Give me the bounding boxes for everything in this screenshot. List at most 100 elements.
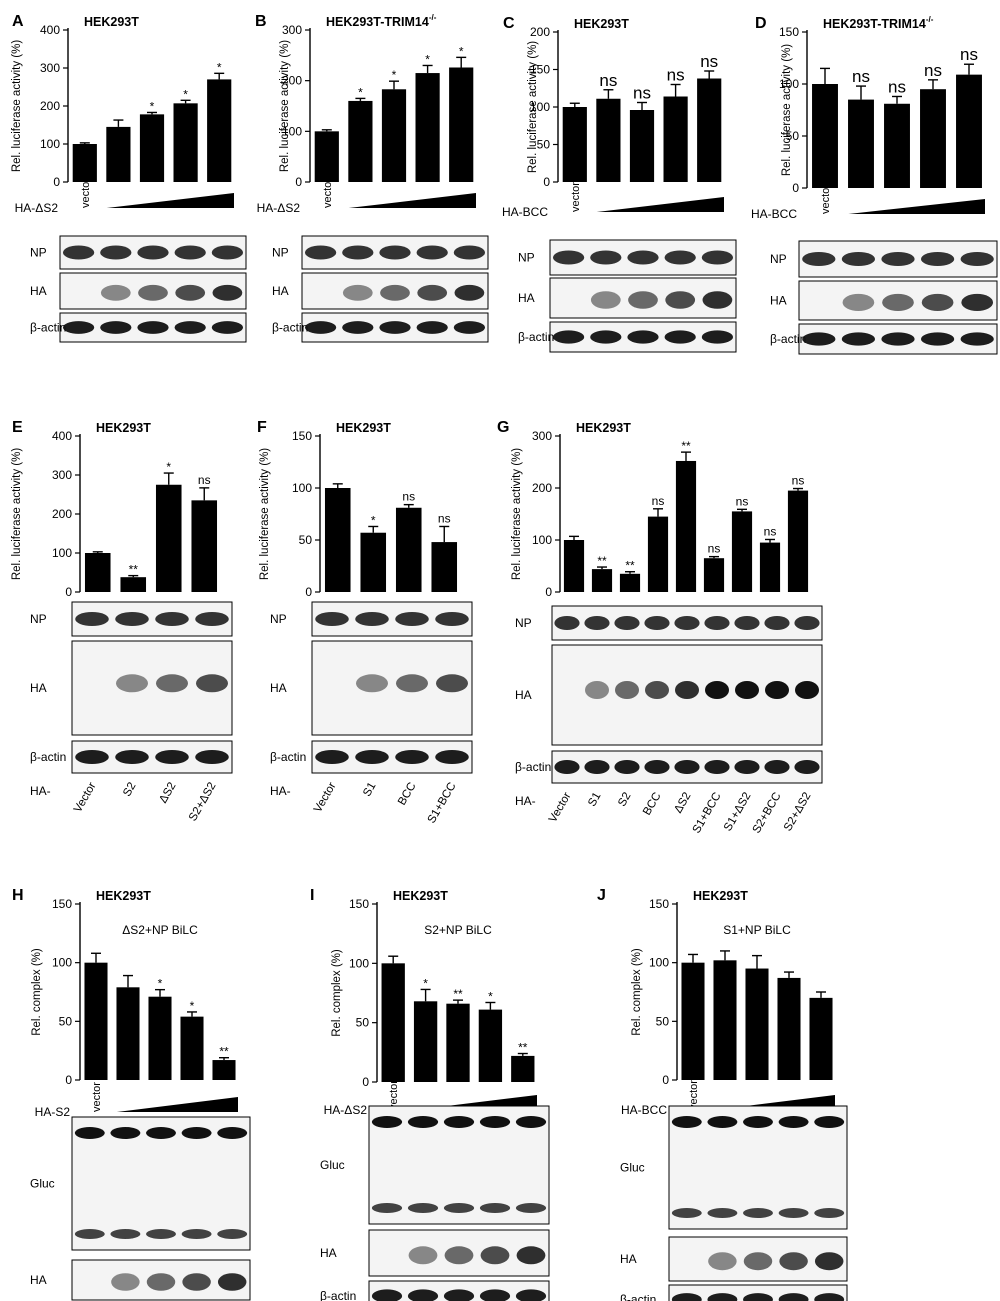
band bbox=[342, 245, 374, 260]
band bbox=[764, 760, 790, 774]
significance-label: ns bbox=[852, 67, 870, 86]
dose-gradient-wedge bbox=[348, 193, 476, 208]
panel-letter: A bbox=[12, 13, 24, 30]
blot-label: HA bbox=[515, 688, 532, 702]
band bbox=[211, 245, 244, 260]
significance-label: ** bbox=[518, 1041, 528, 1055]
band bbox=[702, 291, 733, 309]
panel-letter: G bbox=[497, 419, 509, 436]
y-tick-label: 150 bbox=[779, 25, 799, 39]
y-tick-label: 100 bbox=[282, 124, 302, 138]
vector-label: vector bbox=[91, 1082, 103, 1112]
y-axis-label: Rel. luciferase activity (%) bbox=[11, 40, 23, 172]
band bbox=[627, 250, 659, 265]
lane-label: S2+BCC bbox=[751, 791, 784, 836]
band bbox=[920, 332, 955, 346]
band bbox=[155, 612, 189, 626]
bilc-label: ΔS2+NP BiLC bbox=[122, 923, 198, 937]
bilc-label: S1+NP BiLC bbox=[723, 923, 791, 937]
panel-e: E HEK293T 0 100 200 300 400 Rel. luciferase act… bbox=[11, 419, 233, 823]
band bbox=[196, 674, 228, 693]
significance-label: * bbox=[150, 99, 155, 113]
blot-Gluc: GlucNPS2 bbox=[320, 1105, 550, 1225]
y-tick-label: 0 bbox=[792, 181, 799, 195]
band bbox=[802, 332, 836, 346]
panel-letter: C bbox=[503, 15, 515, 32]
blot-HA: HA bbox=[620, 1236, 848, 1282]
blot-β-actin: β-actin bbox=[620, 1284, 848, 1301]
dose-gradient-wedge bbox=[596, 197, 724, 212]
vector-label: vector bbox=[570, 182, 582, 212]
bar-S1+BCC bbox=[703, 558, 725, 592]
blot-label: β-actin bbox=[620, 1293, 656, 1301]
treatment-label: HA-ΔS2 bbox=[324, 1103, 368, 1117]
blot-label: β-actin bbox=[518, 330, 554, 344]
band bbox=[407, 1116, 439, 1128]
band bbox=[704, 616, 730, 630]
y-tick-label: 100 bbox=[530, 100, 550, 114]
band bbox=[379, 321, 411, 334]
vector-label: vector bbox=[688, 1080, 700, 1110]
band bbox=[443, 1289, 475, 1301]
band bbox=[395, 750, 429, 764]
band bbox=[396, 674, 428, 693]
bar-S2+ΔS2 bbox=[787, 490, 809, 592]
lane-label: ΔS2 bbox=[672, 791, 693, 816]
band bbox=[701, 330, 734, 344]
significance-label: * bbox=[166, 460, 171, 474]
blot-label: HA bbox=[270, 681, 287, 695]
blot-label: HA bbox=[30, 284, 47, 298]
band bbox=[479, 1116, 511, 1128]
blot-label: HA bbox=[518, 291, 535, 305]
bar-BCC bbox=[647, 516, 669, 592]
bar-4 bbox=[173, 103, 198, 182]
blot-label: HA bbox=[30, 1273, 47, 1287]
bar-1 bbox=[381, 963, 405, 1082]
blot-label: β-actin bbox=[320, 1289, 356, 1301]
blot-label: β-actin bbox=[770, 332, 806, 346]
blot-label: Gluc bbox=[30, 1177, 55, 1191]
band bbox=[778, 1208, 809, 1218]
band bbox=[644, 616, 670, 630]
band bbox=[436, 674, 468, 693]
lane-label: S2+ΔS2 bbox=[782, 791, 814, 834]
band bbox=[554, 616, 580, 630]
bar-S2+ΔS2 bbox=[191, 500, 218, 592]
bar-Vector bbox=[324, 488, 351, 592]
cell-line-title: HEK293T bbox=[576, 421, 631, 435]
blot-β-actin: β-actin bbox=[515, 750, 823, 784]
blot-label: HA bbox=[272, 284, 289, 298]
blot-label: HA bbox=[770, 294, 787, 308]
y-tick-label: 300 bbox=[40, 61, 60, 75]
lane-label: S1+BCC bbox=[426, 781, 459, 826]
blot-NP: NP bbox=[515, 605, 823, 641]
bar-S2 bbox=[120, 577, 147, 592]
y-tick-label: 300 bbox=[52, 468, 72, 482]
bar-S1+ΔS2 bbox=[731, 511, 753, 592]
blot-label: NP bbox=[30, 246, 47, 260]
band bbox=[585, 681, 609, 699]
band bbox=[704, 760, 730, 774]
band bbox=[74, 1229, 105, 1239]
panel-c: C HEK293T 0 50 100 150 200 Rel. luciferase acti… bbox=[502, 15, 737, 353]
treatment-prefix: HA- bbox=[30, 784, 51, 798]
y-axis-label: Rel. luciferase activity (%) bbox=[279, 40, 291, 172]
band bbox=[881, 332, 915, 346]
y-tick-label: 0 bbox=[305, 585, 312, 599]
band bbox=[479, 1203, 511, 1213]
y-tick-label: 150 bbox=[292, 429, 312, 443]
lane-label: S2 bbox=[121, 781, 138, 799]
vector-label: vector bbox=[322, 178, 334, 208]
band bbox=[443, 1116, 475, 1128]
band bbox=[217, 1273, 247, 1291]
blot-label: NP bbox=[515, 616, 532, 630]
band bbox=[961, 293, 994, 312]
vector-label: vector bbox=[820, 184, 832, 214]
blot-NP: NP bbox=[30, 601, 233, 637]
y-axis-label: Rel. complex (%) bbox=[631, 948, 643, 1036]
significance-label: * bbox=[459, 44, 464, 58]
panel-letter: I bbox=[310, 887, 314, 904]
dose-gradient-wedge bbox=[106, 193, 234, 208]
y-axis-label: Rel. complex (%) bbox=[31, 948, 43, 1036]
band bbox=[443, 1203, 475, 1213]
